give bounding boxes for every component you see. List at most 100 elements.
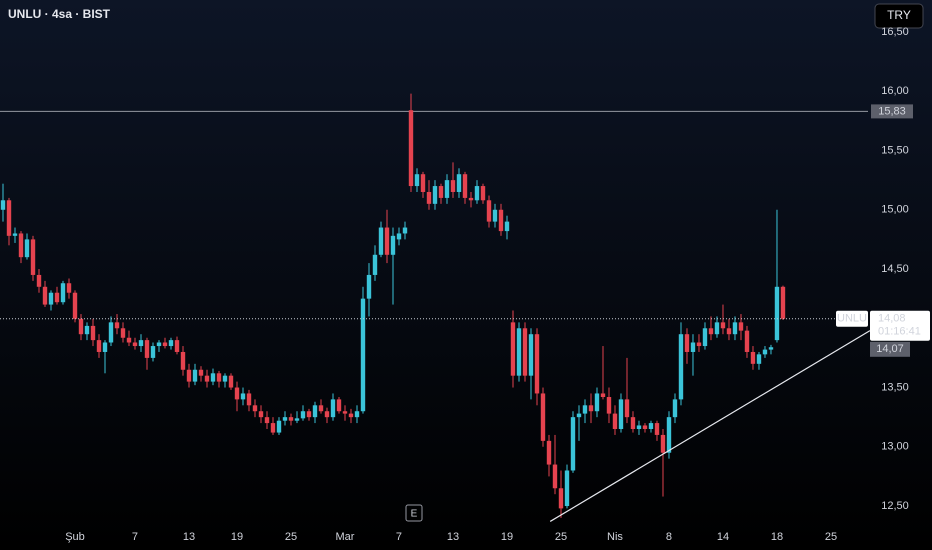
candle-body — [558, 488, 564, 509]
candle-body — [342, 411, 348, 414]
candle-body — [588, 405, 594, 412]
candle-body — [348, 413, 354, 418]
candle-body — [450, 180, 456, 192]
candle-body — [642, 425, 648, 430]
plot: 12,5013,0013,5014,0014,5015,0015,5016,00… — [0, 26, 930, 543]
candle-body — [156, 342, 162, 347]
candle-body — [570, 417, 576, 471]
y-tick-label: 16,50 — [881, 26, 909, 38]
y-tick-label: 15,50 — [881, 144, 909, 156]
candle-body — [564, 470, 570, 507]
candle-body — [378, 227, 384, 255]
candle-body — [516, 328, 522, 376]
x-tick-label: 25 — [825, 531, 837, 543]
candle-body — [132, 342, 138, 347]
candle-body — [456, 174, 462, 192]
event-marker[interactable]: E — [411, 509, 418, 520]
candle-body — [318, 405, 324, 412]
x-tick-label: 13 — [183, 531, 195, 543]
candle-body — [750, 351, 756, 364]
candle-body — [114, 322, 120, 329]
candle-body — [660, 434, 666, 453]
candle-body — [756, 354, 762, 364]
candle-body — [528, 334, 534, 376]
candle-body — [636, 425, 642, 430]
candle-body — [30, 239, 36, 275]
event-marker-box[interactable] — [405, 504, 423, 522]
candle-body — [192, 369, 198, 382]
candle-body — [396, 233, 402, 240]
candle-body — [18, 233, 24, 258]
candle-body — [162, 342, 168, 347]
candle-body — [168, 340, 174, 347]
candle-body — [180, 351, 186, 370]
y-tick-label: 13,00 — [881, 441, 909, 453]
candle-body — [36, 274, 42, 287]
candle-body — [468, 197, 474, 201]
candle-body — [606, 397, 612, 414]
candle-body — [624, 399, 630, 418]
candle-body — [276, 420, 282, 433]
currency-label[interactable]: TRY — [887, 8, 911, 22]
x-tick-label: 25 — [285, 531, 297, 543]
level-label-box — [871, 104, 913, 119]
candle-body — [234, 387, 240, 400]
candle-body — [228, 375, 234, 388]
candle-body — [708, 328, 714, 335]
y-tick-label: 13,50 — [881, 381, 909, 393]
candle-body — [12, 233, 18, 236]
candle-body — [546, 440, 552, 465]
candle-body — [732, 322, 738, 335]
y-tick-label: 15,00 — [881, 204, 909, 216]
candle-body — [672, 399, 678, 418]
candle-body — [540, 393, 546, 441]
candle-body — [126, 337, 132, 343]
candle-body — [720, 322, 726, 329]
candle-body — [420, 174, 426, 192]
candle-body — [336, 399, 342, 412]
candle-body — [552, 464, 558, 489]
candle-body — [480, 186, 486, 201]
candle-body — [108, 322, 114, 343]
x-tick-label: 7 — [396, 531, 402, 543]
candle-body — [432, 186, 438, 204]
candle-body — [240, 393, 246, 400]
candle-body — [294, 418, 300, 421]
candle-body — [150, 346, 156, 358]
candle-body — [696, 342, 702, 347]
candle-body — [264, 417, 270, 424]
candle-body — [66, 283, 72, 293]
x-tick-label: Mar — [336, 531, 355, 543]
candle-body — [360, 298, 366, 412]
candle-body — [306, 411, 312, 418]
candle-body — [522, 328, 528, 376]
candle-body — [684, 334, 690, 352]
candle-body — [534, 334, 540, 394]
candle-body — [300, 411, 306, 419]
candle-body — [48, 292, 54, 305]
candle-body — [42, 286, 48, 305]
candle-body — [372, 254, 378, 275]
candle-body — [270, 423, 276, 433]
candle-body — [654, 423, 660, 435]
last-price-label: 14,08 — [878, 313, 906, 325]
y-tick-label: 16,00 — [881, 85, 909, 97]
x-tick-label: 25 — [555, 531, 567, 543]
x-tick-label: 14 — [717, 531, 729, 543]
candle-body — [630, 417, 636, 430]
symbol-label: UNLU — [837, 313, 867, 325]
candle-body — [714, 322, 720, 335]
candle-body — [90, 325, 96, 341]
candle-body — [582, 405, 588, 414]
candle-body — [426, 191, 432, 204]
candle-body — [768, 347, 774, 350]
candle-body — [408, 110, 414, 187]
currency-button[interactable] — [874, 3, 924, 29]
countdown-label: 01:16:41 — [878, 326, 921, 338]
candle-body — [414, 174, 420, 187]
candle-body — [402, 227, 408, 234]
x-tick-label: Nis — [607, 531, 623, 543]
candle-body — [78, 318, 84, 335]
candle-body — [438, 186, 444, 198]
